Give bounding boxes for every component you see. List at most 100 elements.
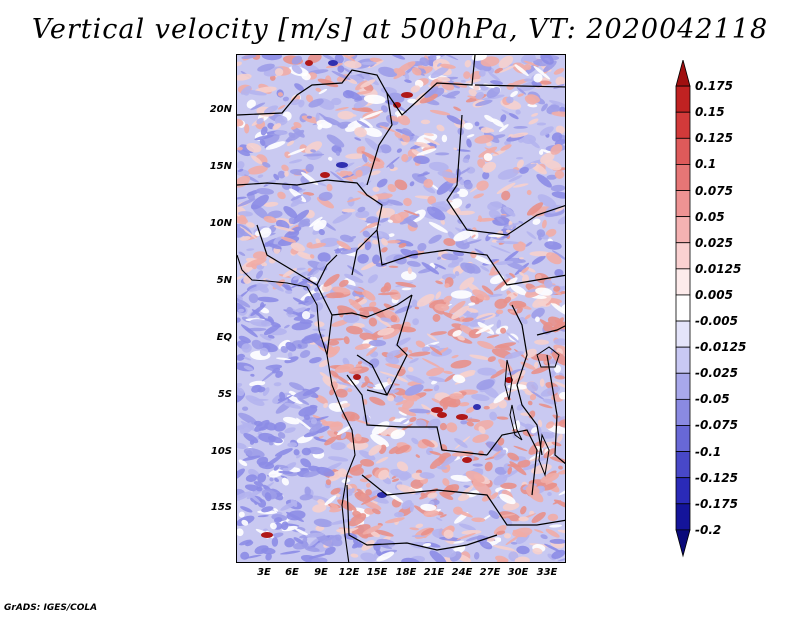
velocity-blob	[313, 436, 320, 441]
velocity-blob	[447, 231, 455, 240]
velocity-blob	[390, 429, 406, 440]
velocity-blob	[371, 508, 381, 515]
velocity-blob	[329, 389, 335, 396]
velocity-blob	[237, 308, 245, 313]
velocity-blob	[374, 529, 394, 537]
velocity-blob	[281, 521, 289, 531]
strong-velocity-cell	[401, 92, 413, 98]
velocity-blob	[251, 339, 264, 350]
velocity-blob	[439, 547, 456, 558]
velocity-blob	[457, 188, 469, 198]
velocity-blob	[555, 125, 565, 134]
velocity-blob	[362, 230, 371, 238]
colorbar-segment	[675, 477, 691, 505]
velocity-blob	[429, 550, 447, 562]
velocity-blob	[437, 170, 458, 179]
colorbar-tick-label: -0.025	[695, 366, 738, 381]
velocity-blob	[341, 208, 356, 213]
velocity-blob	[518, 220, 524, 224]
velocity-blob	[412, 318, 419, 326]
velocity-blob	[396, 148, 402, 153]
velocity-blob	[274, 68, 284, 76]
velocity-blob	[388, 265, 399, 268]
velocity-blob	[443, 295, 452, 303]
colorbar-tick-label: 0.1	[695, 157, 717, 172]
velocity-blob	[325, 292, 344, 299]
velocity-blob	[514, 64, 529, 77]
country-border	[511, 304, 543, 456]
velocity-blob	[407, 366, 414, 372]
strong-velocity-cell	[437, 412, 447, 418]
velocity-blob	[281, 477, 290, 486]
velocity-blob	[281, 462, 297, 473]
velocity-blob	[551, 351, 565, 366]
velocity-blob	[491, 260, 500, 265]
velocity-blob	[315, 87, 322, 92]
velocity-blob	[250, 304, 266, 317]
colorbar-segment	[675, 190, 691, 218]
velocity-blob	[490, 134, 506, 140]
velocity-blob	[286, 306, 294, 315]
velocity-blob	[317, 78, 339, 88]
velocity-blob	[338, 55, 356, 62]
vertical-velocity-field	[237, 55, 565, 562]
velocity-blob	[246, 284, 259, 292]
velocity-blob	[558, 134, 565, 146]
velocity-blob	[427, 492, 438, 499]
velocity-blob	[532, 218, 541, 225]
velocity-blob	[261, 506, 274, 513]
velocity-blob	[257, 386, 266, 393]
velocity-blob	[257, 63, 275, 72]
velocity-blob	[481, 285, 494, 295]
velocity-blob	[340, 247, 359, 255]
velocity-blob	[554, 170, 565, 179]
velocity-blob	[372, 254, 381, 265]
velocity-blob	[322, 55, 336, 61]
velocity-blob	[240, 324, 258, 338]
lon-tick-label: 3E	[257, 567, 271, 578]
velocity-blob	[375, 549, 382, 557]
velocity-blob	[366, 347, 378, 357]
velocity-blob	[356, 120, 370, 129]
velocity-blob	[478, 215, 483, 222]
velocity-blob	[387, 395, 395, 402]
velocity-blob	[503, 533, 512, 539]
velocity-blob	[472, 289, 490, 301]
velocity-blob	[369, 301, 377, 308]
velocity-blob	[430, 65, 450, 79]
velocity-blob	[494, 67, 503, 74]
velocity-blob	[375, 456, 389, 464]
velocity-blob	[488, 271, 501, 276]
velocity-blob	[359, 478, 368, 483]
velocity-blob	[501, 241, 519, 245]
velocity-blob	[472, 254, 492, 265]
velocity-blob	[420, 492, 426, 497]
velocity-blob	[337, 110, 354, 120]
velocity-blob	[537, 194, 557, 209]
velocity-blob	[472, 314, 494, 322]
velocity-blob	[465, 79, 482, 84]
velocity-blob	[477, 367, 497, 376]
velocity-blob	[402, 394, 421, 401]
velocity-blob	[395, 399, 409, 406]
velocity-blob	[260, 126, 268, 136]
velocity-blob	[241, 519, 249, 526]
velocity-blob	[527, 483, 540, 494]
grads-credit: GrADS: IGES/COLA	[4, 603, 98, 613]
velocity-blob	[474, 134, 494, 144]
velocity-blob	[513, 125, 528, 129]
velocity-blob	[347, 265, 364, 277]
velocity-blob	[553, 381, 565, 389]
lat-tick-label: 5S	[217, 389, 232, 400]
velocity-blob	[245, 222, 255, 228]
velocity-blob	[358, 450, 376, 461]
velocity-blob	[269, 522, 277, 530]
velocity-blob	[240, 506, 253, 513]
velocity-blob	[308, 98, 324, 108]
velocity-blob	[359, 358, 370, 366]
velocity-blob	[533, 529, 544, 534]
velocity-blob	[510, 90, 518, 98]
velocity-blob	[427, 195, 437, 205]
velocity-blob	[345, 367, 362, 372]
velocity-blob	[273, 173, 280, 181]
